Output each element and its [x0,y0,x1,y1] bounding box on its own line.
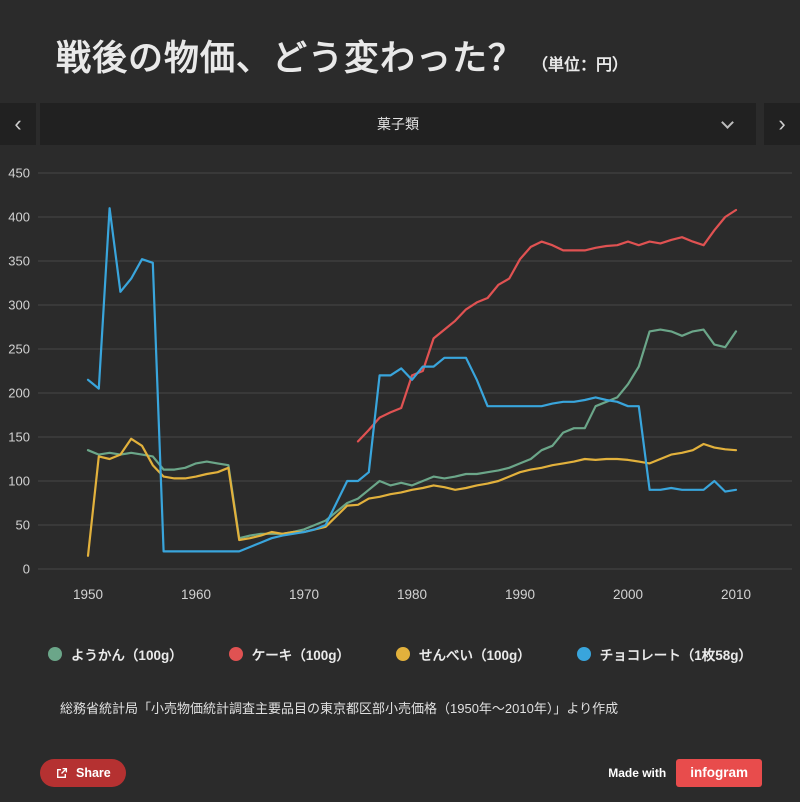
infogram-logo[interactable]: infogram [676,759,762,787]
svg-text:250: 250 [8,342,30,357]
svg-text:300: 300 [8,298,30,313]
chocolate-swatch-icon [576,647,591,661]
legend-item-chocolate[interactable]: チョコレート（1枚58g） [576,644,753,664]
share-button[interactable]: Share [40,759,126,787]
svg-text:2000: 2000 [613,587,643,602]
legend-label: ようかん（100g） [70,648,183,663]
legend-label: せんべい（100g） [419,648,531,663]
yokan-swatch-icon [47,647,62,661]
svg-text:350: 350 [8,254,30,269]
svg-text:150: 150 [8,430,30,445]
prev-category-button[interactable]: ‹ [0,103,36,145]
chevron-down-icon [721,116,734,129]
chart-canvas: 0 50 100 150 200 250 300 350 400 450 1950 1960 1970 1… [8,166,792,602]
share-label: Share [76,766,111,780]
chevron-right-icon: › [778,111,786,136]
legend-item-senbei[interactable]: せんべい（100g） [396,644,531,664]
svg-text:1980: 1980 [397,587,427,602]
category-selector: ‹ 菓子類 › [0,103,800,145]
made-with: Made with infogram [608,759,762,787]
unit-label: （単位：円） [532,57,629,74]
header: 戦後の物価、どう変わった？ （単位：円） [0,0,800,81]
source-note: 総務省統計局「小売物価統計調査主要品目の東京都区部小売価格（1950年～2010… [60,701,619,716]
chevron-left-icon: ‹ [14,111,22,136]
legend: ようかん（100g） ケーキ（100g） せんべい（100g） チョコレート（1… [0,644,800,664]
svg-text:0: 0 [23,562,30,577]
svg-text:2010: 2010 [721,587,751,602]
svg-text:200: 200 [8,386,30,401]
svg-text:50: 50 [16,518,30,533]
category-label: 菓子類 [377,116,419,132]
made-with-label: Made with [608,766,667,780]
page-title: 戦後の物価、どう変わった？ （単位：円） [56,30,744,81]
legend-item-cake[interactable]: ケーキ（100g） [228,644,350,664]
footer: Share Made with infogram [0,759,800,787]
legend-item-yokan[interactable]: ようかん（100g） [47,644,183,664]
senbei-swatch-icon [396,647,410,661]
line-chart: 0 50 100 150 200 250 300 350 400 450 1950 1960 1970 1… [0,151,800,618]
legend-label: チョコレート（1枚58g） [599,648,753,663]
svg-text:450: 450 [8,166,30,181]
svg-text:1970: 1970 [289,587,319,602]
svg-text:400: 400 [8,210,30,225]
svg-text:1960: 1960 [181,587,211,602]
cake-swatch-icon [228,647,243,661]
category-dropdown[interactable]: 菓子類 [40,103,756,145]
svg-text:100: 100 [8,474,30,489]
infogram-logo-text: infogram [690,765,748,780]
title-text: 戦後の物価、どう変わった？ [56,39,525,78]
svg-text:1950: 1950 [73,587,103,602]
svg-text:1990: 1990 [505,587,535,602]
next-category-button[interactable]: › [764,103,800,145]
legend-label: ケーキ（100g） [251,648,350,663]
share-icon [57,767,68,778]
